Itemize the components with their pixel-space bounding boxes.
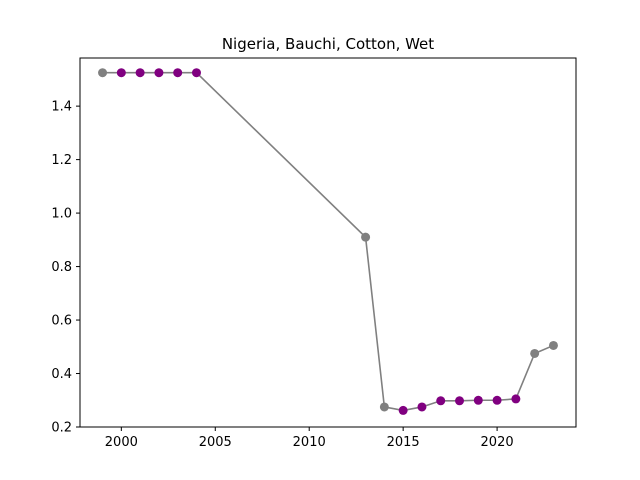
data-point — [473, 395, 483, 405]
axes: 2000 2005 2010 2015 2020 0.2 0.4 0.6 0.8 1.0 1.2 1.… — [51, 57, 577, 450]
data-point — [548, 340, 558, 350]
data-point — [398, 405, 408, 415]
data-point — [191, 68, 201, 78]
y-tick-label: 1.4 — [51, 100, 72, 115]
y-tick-label: 1.2 — [51, 153, 72, 168]
data-point — [173, 68, 183, 78]
data-point — [98, 68, 108, 78]
data-point — [511, 394, 521, 404]
data-point — [361, 232, 371, 242]
y-tick-label: 0.8 — [51, 260, 72, 275]
y-tick-label: 0.2 — [51, 421, 72, 436]
series — [98, 68, 558, 415]
data-point — [379, 402, 389, 412]
plot-frame — [79, 57, 577, 428]
data-point — [116, 68, 126, 78]
y-tick-label: 0.4 — [51, 367, 72, 382]
x-tick-label: 2000 — [105, 435, 138, 450]
x-tick-label: 2015 — [387, 435, 420, 450]
data-point — [154, 68, 164, 78]
y-tick-label: 1.0 — [51, 207, 72, 222]
data-point — [135, 68, 145, 78]
data-point — [455, 396, 465, 406]
data-point — [436, 396, 446, 406]
x-tick-label: 2010 — [293, 435, 326, 450]
x-tick-label: 2005 — [199, 435, 232, 450]
series-line — [102, 71, 554, 412]
data-point — [417, 402, 427, 412]
chart-title: Nigeria, Bauchi, Cotton, Wet — [222, 35, 434, 53]
x-tick-label: 2020 — [481, 435, 514, 450]
data-point — [492, 395, 502, 405]
y-tick-label: 0.6 — [51, 314, 72, 329]
data-point — [530, 348, 540, 358]
